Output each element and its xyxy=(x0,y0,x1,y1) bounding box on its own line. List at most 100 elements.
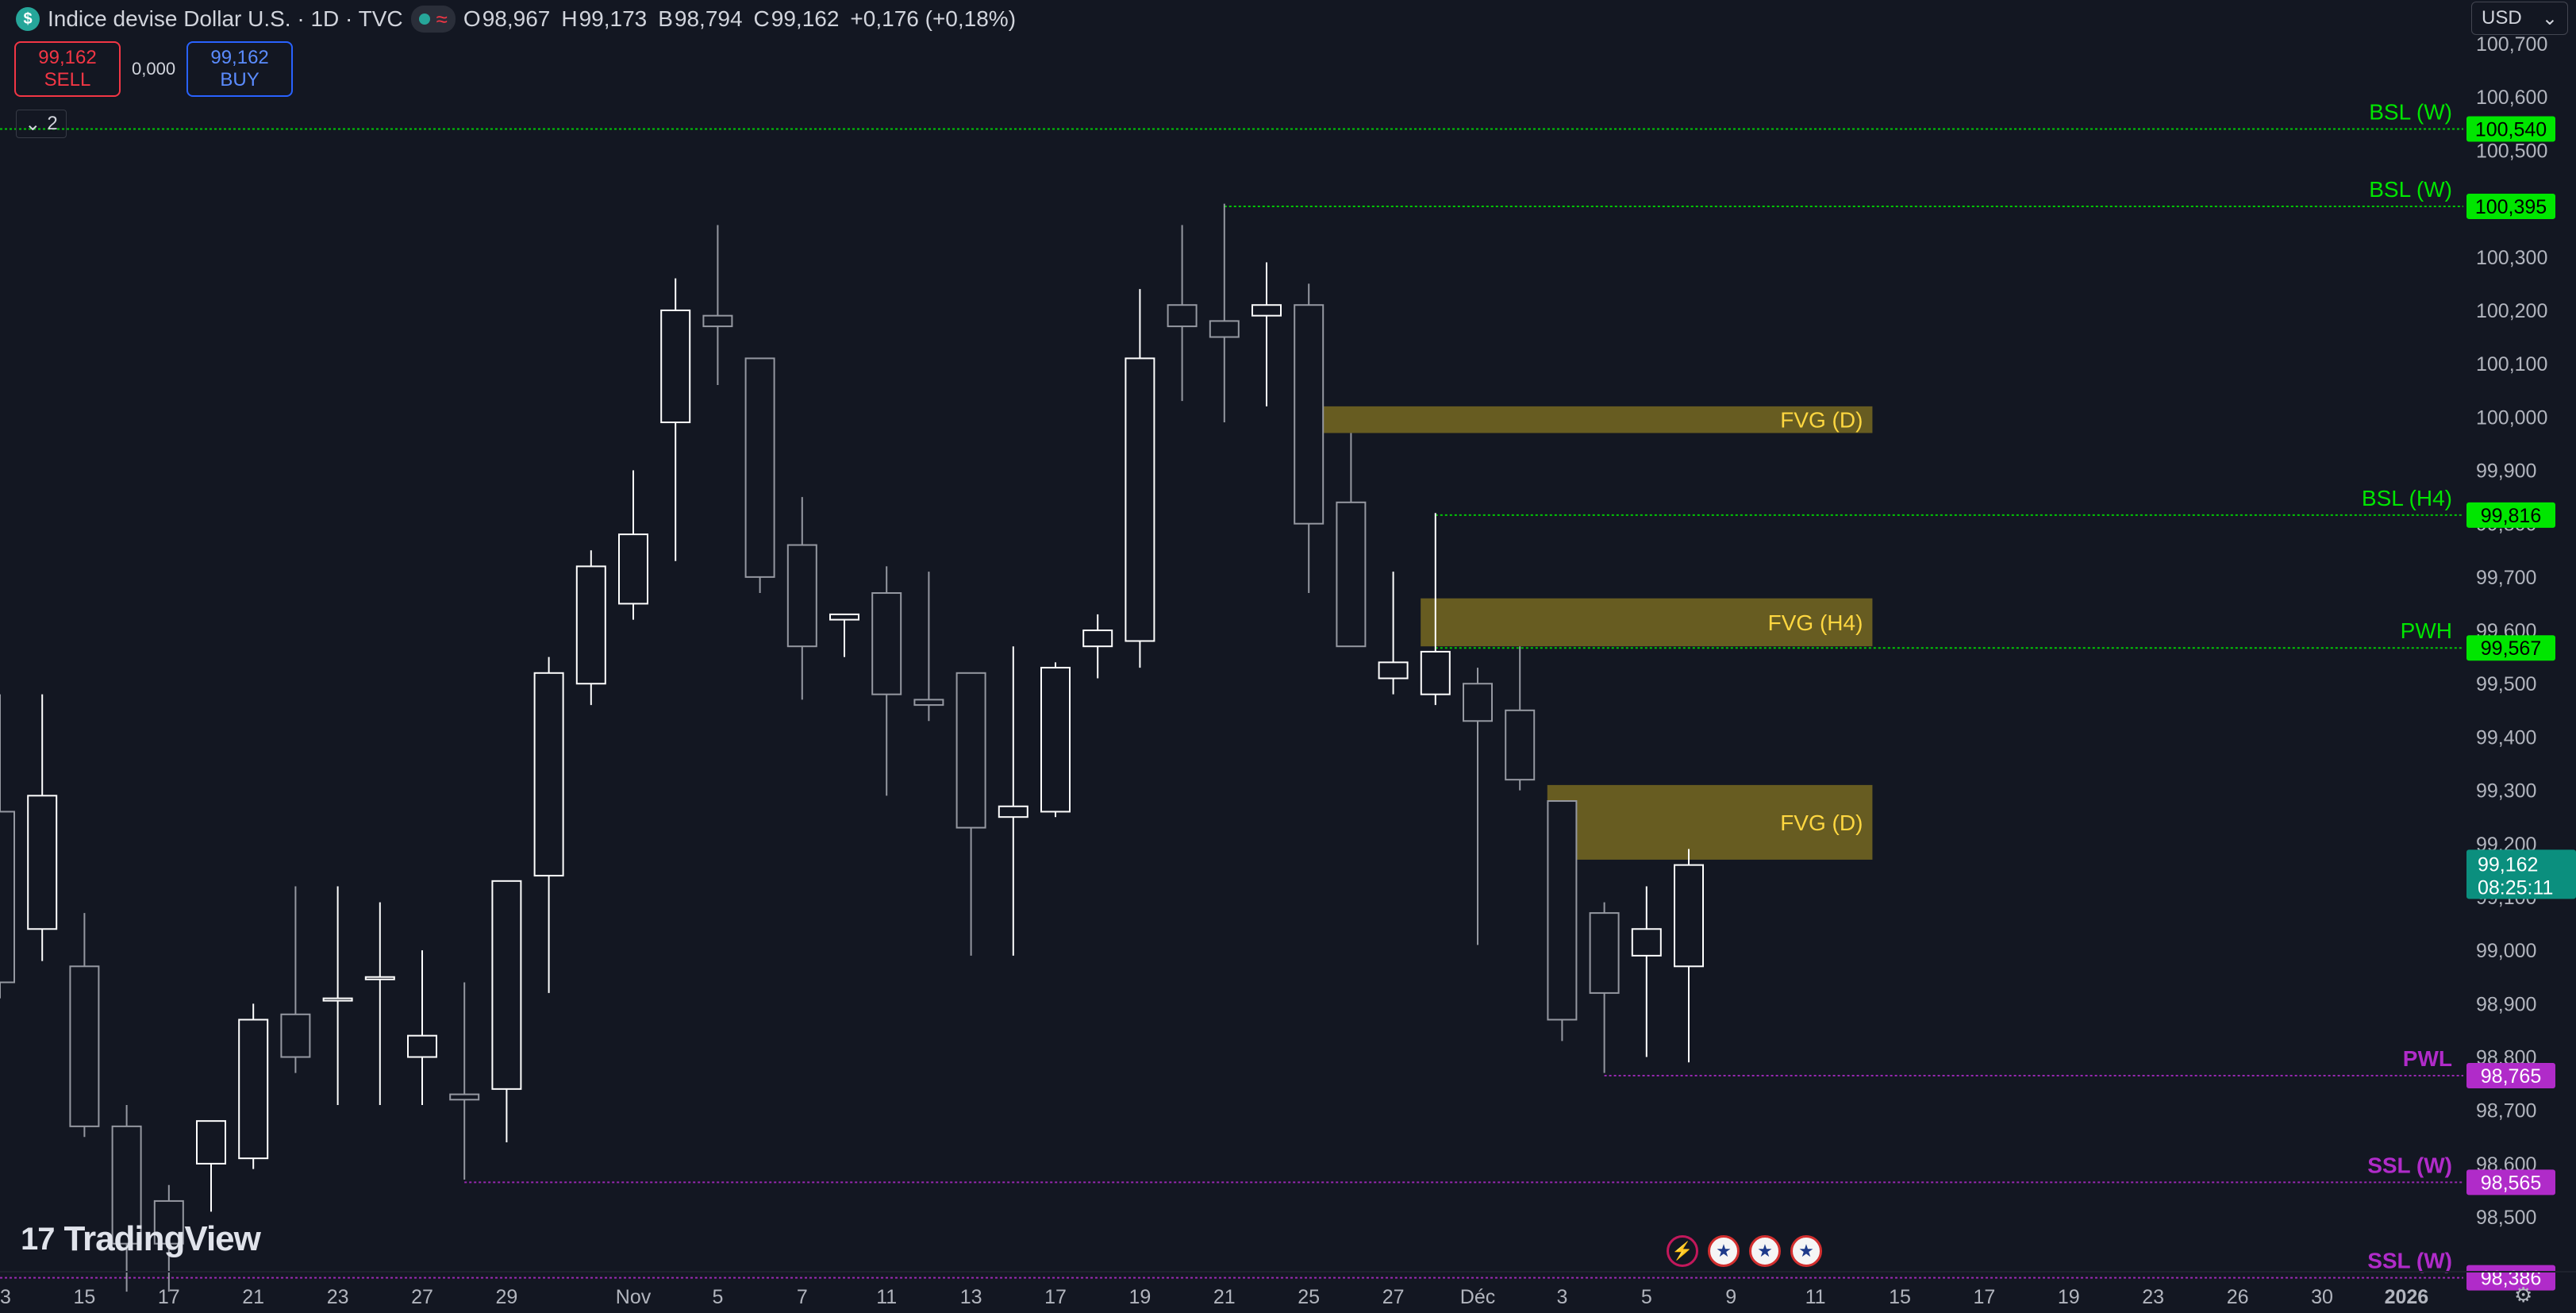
price-tick-label: 99,900 xyxy=(2476,460,2536,482)
candle-body xyxy=(660,309,691,424)
high-key: H xyxy=(561,6,578,31)
currency-select[interactable]: USD ⌄ xyxy=(2471,2,2568,35)
buy-button[interactable]: 99,162 BUY xyxy=(186,41,294,97)
current-price-label: 99,162 xyxy=(2478,853,2538,876)
price-tick-label: 99,500 xyxy=(2476,673,2536,695)
time-tick-label: 5 xyxy=(1641,1286,1652,1308)
level-price-tag-label: 100,540 xyxy=(2475,119,2547,141)
candle-body xyxy=(407,1034,437,1058)
wave-icon: ≈ xyxy=(436,6,448,31)
candle-body xyxy=(1082,630,1113,648)
time-tick-label: 3 xyxy=(1556,1286,1567,1308)
level-price-tag xyxy=(2466,1063,2555,1089)
time-tick-label: 21 xyxy=(242,1286,264,1308)
candle-body xyxy=(1251,304,1282,317)
price-tick-label: 98,900 xyxy=(2476,993,2536,1015)
time-tick-label: 23 xyxy=(2142,1286,2164,1308)
candle-body xyxy=(1336,501,1367,648)
time-tick-label: 13 xyxy=(0,1286,11,1308)
time-tick-label: 27 xyxy=(411,1286,433,1308)
level-price-tag-label: 99,567 xyxy=(2481,637,2541,660)
tradingview-logo[interactable]: 17 TradingView xyxy=(21,1219,261,1259)
level-price-tag xyxy=(2466,1169,2555,1196)
indicators-collapse-button[interactable]: ⌄ 2 xyxy=(16,110,67,138)
level-price-tag xyxy=(2466,193,2555,219)
candle-body xyxy=(1420,650,1451,695)
time-tick-label: 2026 xyxy=(2385,1286,2429,1308)
candle-body xyxy=(322,997,353,1002)
symbol-title[interactable]: Indice devise Dollar U.S. · 1D · TVC xyxy=(48,6,403,31)
price-tick-label: 99,300 xyxy=(2476,780,2536,803)
economic-events: ⚡ ★ ★ ★ xyxy=(1667,1235,1822,1267)
time-tick-label: 15 xyxy=(73,1286,95,1308)
level-price-tag-label: 98,565 xyxy=(2481,1172,2541,1194)
time-tick-label: 27 xyxy=(1382,1286,1405,1308)
status-pill[interactable]: ≈ xyxy=(410,6,456,33)
price-tick-label: 100,700 xyxy=(2476,33,2547,56)
dollar-symbol-icon[interactable]: $ xyxy=(16,7,40,31)
time-tick-label: 5 xyxy=(712,1286,723,1308)
candle-body xyxy=(491,880,522,1090)
price-tick-label: 100,100 xyxy=(2476,353,2547,375)
time-tick-label: Nov xyxy=(616,1286,652,1308)
time-tick-label: 30 xyxy=(2311,1286,2333,1308)
price-tick-label: 100,300 xyxy=(2476,247,2547,269)
time-tick-label: 19 xyxy=(1128,1286,1151,1308)
level-label: SSL (W) xyxy=(2367,1249,2452,1273)
candle-body xyxy=(238,1018,269,1160)
candle-body xyxy=(533,672,564,877)
chart-header: $ Indice devise Dollar U.S. · 1D · TVC ≈… xyxy=(16,3,1016,35)
time-tick-label: 17 xyxy=(1044,1286,1067,1308)
candle-body xyxy=(364,976,395,980)
gear-icon[interactable]: ⚙ xyxy=(2514,1283,2533,1307)
low-value: 98,794 xyxy=(674,6,743,31)
level-label: PWH xyxy=(2401,618,2452,643)
candle-body xyxy=(1589,912,1620,994)
low-key: B xyxy=(658,6,673,31)
level-price-tag-label: 99,816 xyxy=(2481,505,2541,527)
candle-body xyxy=(1631,928,1662,957)
candle-body xyxy=(702,314,733,328)
open-key: O xyxy=(463,6,481,31)
candle-body xyxy=(69,965,100,1127)
candle-body xyxy=(1547,800,1578,1021)
level-label: BSL (W) xyxy=(2369,100,2452,125)
candle-body xyxy=(196,1120,226,1165)
candle-body xyxy=(280,1013,311,1058)
level-label: BSL (H4) xyxy=(2362,486,2452,510)
sell-price: 99,162 xyxy=(38,47,97,68)
candle-body xyxy=(913,699,944,707)
price-tick-label: 99,400 xyxy=(2476,726,2536,749)
us-flag-icon[interactable]: ★ xyxy=(1790,1235,1822,1267)
us-flag-icon[interactable]: ★ xyxy=(1708,1235,1740,1267)
candle-body xyxy=(111,1125,142,1245)
buy-price: 99,162 xyxy=(210,47,269,68)
close-key: C xyxy=(753,6,770,31)
sell-button[interactable]: 99,162 SELL xyxy=(14,41,121,97)
price-tick-label: 100,000 xyxy=(2476,406,2547,429)
time-tick-label: 19 xyxy=(2058,1286,2080,1308)
candle-body xyxy=(575,565,606,685)
time-tick-label: 23 xyxy=(327,1286,349,1308)
sell-label: SELL xyxy=(44,69,91,90)
candle-body xyxy=(1040,667,1071,813)
lightning-icon[interactable]: ⚡ xyxy=(1667,1235,1698,1267)
time-tick-label: 25 xyxy=(1298,1286,1320,1308)
tradingview-wordmark: TradingView xyxy=(63,1219,261,1258)
time-tick-label: 21 xyxy=(1213,1286,1236,1308)
candle-body xyxy=(618,533,648,605)
close-value: 99,162 xyxy=(771,6,840,31)
time-tick-label: 7 xyxy=(797,1286,808,1308)
candle-body xyxy=(829,613,859,621)
us-flag-icon[interactable]: ★ xyxy=(1749,1235,1781,1267)
level-price-tag-label: 100,395 xyxy=(2475,196,2547,218)
fvg-label: FVG (D) xyxy=(1780,408,1863,433)
time-tick-label: 9 xyxy=(1725,1286,1736,1308)
fvg-label: FVG (H4) xyxy=(1768,610,1863,635)
candle-body xyxy=(0,811,15,984)
level-price-tag xyxy=(2466,116,2555,142)
level-price-tag-label: 98,765 xyxy=(2481,1065,2541,1088)
candle-body xyxy=(1674,864,1704,968)
